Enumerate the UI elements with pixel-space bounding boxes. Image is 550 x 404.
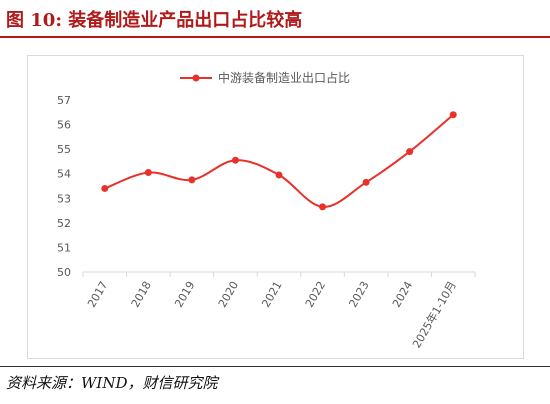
- legend-swatch-marker: [192, 74, 200, 82]
- data-point: [188, 176, 196, 184]
- footer-divider: [0, 366, 550, 367]
- data-point: [144, 168, 152, 176]
- figure-header: 图 10: 装备制造业产品出口占比较高: [0, 0, 550, 38]
- y-tick-label: 53: [57, 192, 71, 205]
- data-point: [319, 203, 327, 211]
- figure-title: 图 10: 装备制造业产品出口占比较高: [6, 10, 303, 31]
- x-tick-label: 2023: [346, 279, 371, 310]
- source-note: 资料来源：WIND，财信研究院: [6, 374, 218, 392]
- x-tick-label: 2022: [303, 279, 328, 310]
- x-tick-label: 2019: [172, 279, 197, 310]
- data-point: [406, 148, 414, 156]
- x-tick-label: 2025年1-10月: [409, 279, 459, 351]
- x-tick-label: 2017: [85, 279, 110, 310]
- x-tick-label: 2024: [390, 279, 415, 310]
- y-tick-label: 55: [57, 143, 71, 156]
- y-tick-label: 57: [57, 94, 71, 107]
- y-tick-label: 56: [57, 119, 71, 132]
- y-tick-label: 52: [57, 217, 71, 230]
- data-point: [362, 178, 370, 186]
- y-tick-label: 51: [57, 241, 71, 254]
- series-line: [104, 113, 454, 208]
- x-tick-label: 2021: [259, 279, 284, 310]
- data-point: [275, 171, 283, 179]
- x-tick-label: 2020: [216, 279, 241, 310]
- y-tick-label: 54: [57, 168, 71, 181]
- chart-frame: [27, 55, 524, 359]
- y-tick-label: 50: [57, 266, 71, 279]
- line-chart: 50 51 52 53 54 55 56 57 2017 2018 2019 2020 2021 2022…: [57, 70, 476, 351]
- legend-label: 中游装备制造业出口占比: [218, 70, 350, 85]
- x-tick-label: 2018: [129, 279, 154, 310]
- data-point: [231, 156, 239, 164]
- data-point: [449, 111, 457, 119]
- data-point: [101, 184, 109, 192]
